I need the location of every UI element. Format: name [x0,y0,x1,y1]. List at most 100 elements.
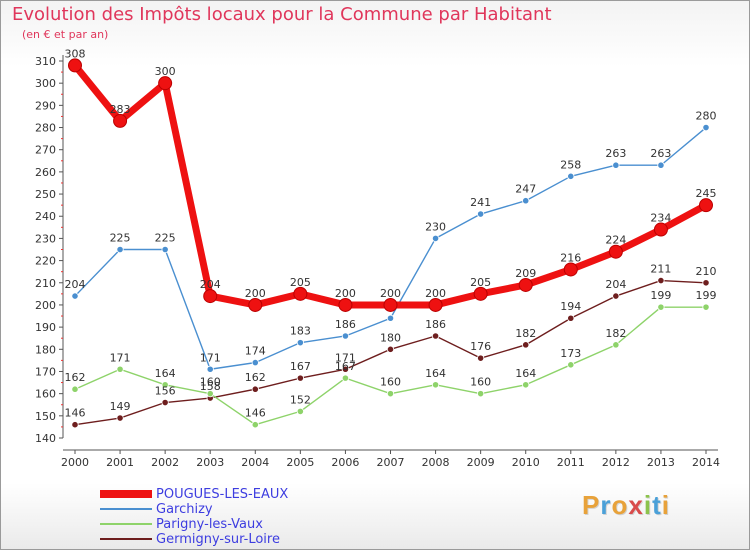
data-label: 199 [650,289,671,302]
x-tick-label: 2010 [512,456,540,469]
data-point [296,407,304,415]
data-label: 205 [290,276,311,289]
data-label: 205 [470,276,491,289]
data-label: 308 [65,47,86,60]
x-tick-label: 2000 [61,456,89,469]
y-tick-label: 150 [35,410,56,423]
data-point [702,303,710,311]
data-label: 182 [515,327,536,340]
data-label: 186 [335,318,356,331]
x-tick-label: 2004 [241,456,269,469]
data-label: 167 [335,360,356,373]
data-point [653,222,668,237]
y-tick-label: 170 [35,365,56,378]
x-tick-label: 2013 [647,456,675,469]
data-point [116,365,124,373]
chart-title: Evolution des Impôts locaux pour la Comm… [12,4,552,25]
data-point [71,292,79,300]
data-label: 199 [696,289,717,302]
x-tick-label: 2007 [377,456,405,469]
data-label: 167 [290,360,311,373]
data-point [612,161,620,169]
data-point [657,161,665,169]
y-tick-label: 230 [35,232,56,245]
legend-label: Garchizy [156,502,213,517]
data-label: 186 [425,318,446,331]
x-tick-label: 2005 [286,456,314,469]
y-tick-label: 260 [35,166,56,179]
logo-letter: o [611,490,629,520]
data-point [608,244,623,259]
x-tick-label: 2014 [692,456,720,469]
data-label: 171 [335,351,356,364]
data-point [296,339,304,347]
x-tick-label: 2003 [196,456,224,469]
data-point [161,398,169,407]
data-label: 146 [245,407,266,420]
x-tick-label: 2009 [467,456,495,469]
data-point [567,314,575,322]
data-point [341,332,350,340]
data-label: 194 [560,300,581,313]
data-label: 156 [155,385,176,398]
data-label: 300 [155,65,176,78]
chart-subtitle: (en € et par an) [22,28,109,41]
data-label: 160 [470,376,491,389]
data-point [431,381,440,389]
data-label: 182 [605,327,626,340]
data-label: 180 [380,331,401,344]
data-point [386,314,395,322]
data-label: 200 [380,287,401,300]
x-tick-label: 2006 [331,456,359,469]
data-label: 234 [650,212,671,225]
legend-swatch [100,508,152,510]
proxiti-logo: Proxiti [582,490,670,521]
data-label: 211 [650,263,671,276]
data-point [428,297,443,312]
data-label: 171 [110,351,131,364]
data-point [68,58,82,73]
data-label: 149 [110,400,131,413]
data-label: 225 [110,232,131,245]
data-label: 200 [245,287,266,300]
data-point [341,374,350,382]
data-label: 200 [425,287,446,300]
data-point [386,390,395,398]
logo-letter: i [643,490,653,520]
data-point [522,341,530,349]
data-label: 173 [560,347,581,360]
y-tick-label: 300 [35,77,56,90]
logo-letter: x [628,490,644,520]
data-point [702,123,710,132]
data-point [699,198,713,213]
data-point [477,210,485,218]
y-tick-label: 250 [35,188,56,201]
data-label: 263 [605,147,626,160]
data-label: 162 [65,371,86,384]
data-point [431,332,440,340]
y-tick-label: 180 [35,343,56,356]
data-label: 146 [65,407,86,420]
data-point [251,385,259,393]
data-point [518,277,533,292]
data-point [473,286,488,301]
data-point [248,297,263,312]
logo-letter: P [582,490,601,520]
data-label: 241 [470,196,491,209]
y-tick-label: 220 [35,255,56,268]
data-point [293,286,308,301]
logo-letter: i [661,490,670,520]
data-label: 263 [650,147,671,160]
data-point [477,354,485,362]
y-tick-label: 290 [35,99,56,112]
legend-label: Germigny-sur-Loire [156,532,280,547]
data-point [161,245,169,254]
data-point [338,297,353,312]
data-point [522,197,530,205]
data-point [563,262,578,277]
data-label: 224 [605,234,626,247]
data-label: 158 [200,380,221,393]
data-label: 216 [560,251,581,264]
data-label: 247 [515,183,536,196]
